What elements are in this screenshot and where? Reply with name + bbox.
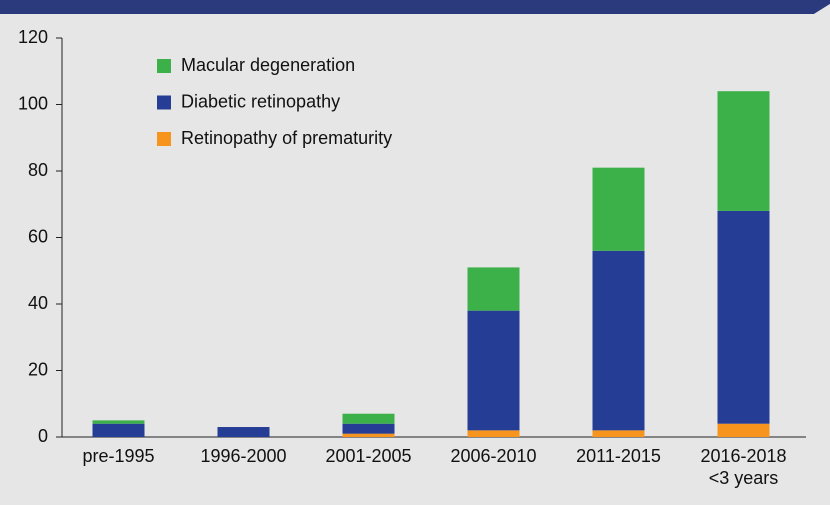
bar-segment [717, 210, 770, 424]
bar-segment [592, 250, 645, 431]
y-tick-label: 80 [28, 160, 48, 180]
header-band [0, 0, 830, 14]
legend-label: Diabetic retinopathy [181, 91, 340, 111]
x-tick-label: 2016-2018 [700, 446, 786, 466]
y-tick-label: 100 [18, 93, 48, 113]
bar-segment [592, 430, 645, 437]
bar-segment [342, 413, 395, 424]
bar-segment [467, 430, 520, 437]
legend-label: Retinopathy of prematurity [181, 128, 392, 148]
legend-swatch [157, 95, 171, 110]
x-tick-label: 2011-2015 [576, 446, 661, 466]
y-tick-label: 0 [38, 426, 48, 446]
bar-segment [217, 427, 270, 437]
bar-segment [467, 310, 520, 431]
y-tick-label: 120 [18, 27, 48, 47]
bar-segment [342, 433, 395, 437]
category-note: <3 years [709, 468, 779, 488]
y-tick-label: 20 [28, 359, 48, 379]
x-tick-label: 2006-2010 [450, 446, 536, 466]
bar-segment [342, 423, 395, 434]
y-tick-label: 60 [28, 226, 48, 246]
legend-label: Macular degeneration [181, 55, 355, 75]
bar-segment [467, 267, 520, 311]
bar-segment [92, 423, 145, 437]
bar-segment [592, 167, 645, 251]
y-tick-label: 40 [28, 293, 48, 313]
x-tick-label: 2001-2005 [325, 446, 411, 466]
legend-swatch [157, 132, 171, 146]
bar-segment [717, 423, 770, 437]
x-tick-label: pre-1995 [82, 446, 154, 466]
corner [814, 4, 830, 505]
bar-segment [92, 420, 145, 424]
bar-segment [717, 91, 770, 211]
x-tick-label: 1996-2000 [200, 446, 286, 466]
legend-swatch [157, 59, 171, 73]
